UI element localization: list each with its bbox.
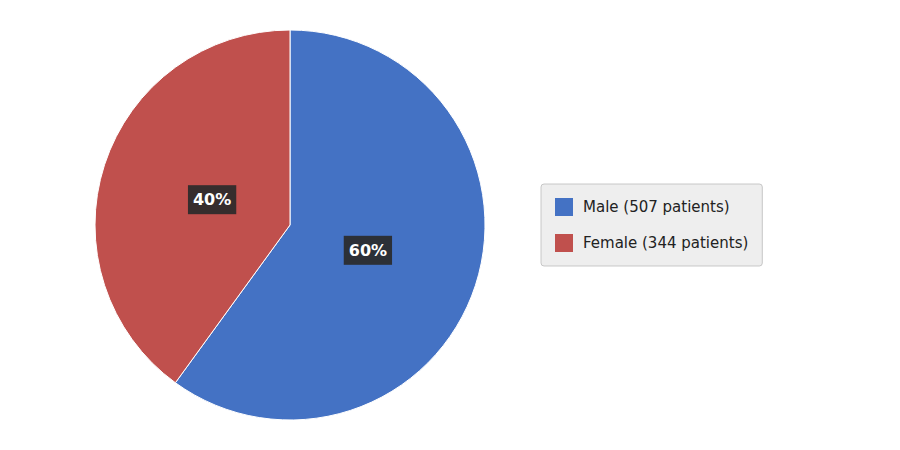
pie-slice: [95, 30, 290, 383]
pie: [95, 30, 485, 420]
data-labels: 60% 40%: [188, 185, 392, 265]
legend-label: Female (344 patients): [583, 234, 748, 252]
chart: 60% 40% Male (507 patients) Female (344 pat…: [0, 0, 900, 450]
data-label-box: [344, 236, 392, 265]
legend-swatch: [555, 198, 573, 216]
legend-frame: [541, 184, 762, 266]
data-label-group: 60%: [344, 236, 392, 265]
legend-swatch: [555, 234, 573, 252]
data-label-group: 40%: [188, 185, 236, 214]
data-label: 60%: [349, 241, 387, 260]
data-label-box: [188, 185, 236, 214]
legend: Male (507 patients) Female (344 patients): [541, 184, 762, 266]
data-label: 40%: [193, 190, 231, 209]
legend-item: Male (507 patients): [555, 198, 730, 216]
legend-item: Female (344 patients): [555, 234, 748, 252]
legend-label: Male (507 patients): [583, 198, 730, 216]
